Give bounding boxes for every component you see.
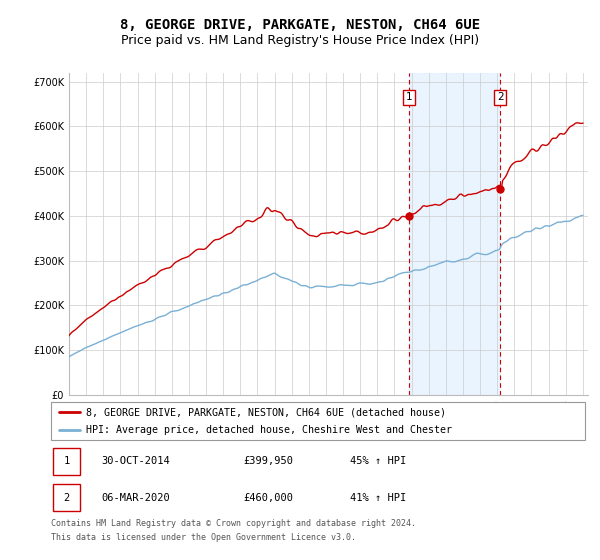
Text: 1: 1 (64, 456, 70, 466)
Text: 06-MAR-2020: 06-MAR-2020 (102, 493, 170, 503)
Text: £399,950: £399,950 (243, 456, 293, 466)
Text: HPI: Average price, detached house, Cheshire West and Chester: HPI: Average price, detached house, Ches… (86, 425, 452, 435)
FancyBboxPatch shape (53, 484, 80, 511)
Text: 1: 1 (406, 92, 412, 102)
Text: This data is licensed under the Open Government Licence v3.0.: This data is licensed under the Open Gov… (51, 533, 356, 542)
Text: 41% ↑ HPI: 41% ↑ HPI (350, 493, 406, 503)
Text: 2: 2 (497, 92, 503, 102)
Text: 8, GEORGE DRIVE, PARKGATE, NESTON, CH64 6UE: 8, GEORGE DRIVE, PARKGATE, NESTON, CH64 … (120, 18, 480, 32)
Text: 45% ↑ HPI: 45% ↑ HPI (350, 456, 406, 466)
FancyBboxPatch shape (53, 448, 80, 475)
Bar (409, 73, 500, 395)
Text: £460,000: £460,000 (243, 493, 293, 503)
Text: Price paid vs. HM Land Registry's House Price Index (HPI): Price paid vs. HM Land Registry's House … (121, 34, 479, 47)
Text: 30-OCT-2014: 30-OCT-2014 (102, 456, 170, 466)
Text: 8, GEORGE DRIVE, PARKGATE, NESTON, CH64 6UE (detached house): 8, GEORGE DRIVE, PARKGATE, NESTON, CH64 … (86, 407, 446, 417)
FancyBboxPatch shape (51, 402, 585, 440)
Text: 2: 2 (64, 493, 70, 503)
Text: Contains HM Land Registry data © Crown copyright and database right 2024.: Contains HM Land Registry data © Crown c… (51, 519, 416, 528)
